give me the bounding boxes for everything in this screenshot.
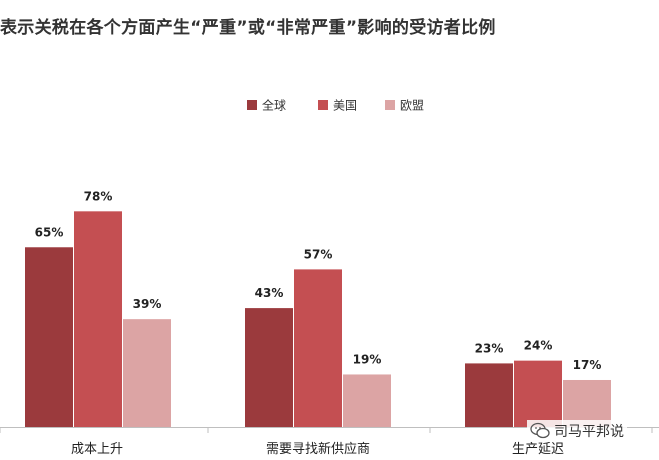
value-label: 24% [524,339,553,353]
bar-3-2 [343,374,391,427]
value-label: 23% [475,341,504,355]
value-label: 57% [304,247,333,261]
watermark-text: 司马平邦说 [554,424,624,440]
legend-swatch [318,100,328,110]
value-label: 19% [353,352,382,366]
value-label: 65% [35,225,64,239]
watermark: 司马平邦说 [527,420,627,442]
x-axis-ticks [0,427,653,433]
bar-3-1 [123,319,171,427]
legend-swatch [385,100,395,110]
legend-label: 美国 [333,99,357,113]
bars [25,211,611,427]
category-label: 成本上升 [71,442,123,457]
bar-1-1 [25,247,73,427]
category-label: 需要寻找新供应商 [266,441,370,457]
legend: 全球 美国 欧盟 [247,98,424,113]
category-labels: 成本上升 需要寻找新供应商 生产延迟 [71,441,564,457]
value-label: 78% [84,189,113,203]
bar-1-3 [465,363,513,427]
bar-2-1 [74,211,122,427]
wechat-icon [530,422,550,439]
category-label: 生产延迟 [512,442,564,457]
value-label: 17% [573,358,602,372]
bar-2-3 [514,360,562,427]
legend-label: 全球 [262,98,286,113]
value-label: 39% [133,297,162,311]
bar-2-2 [294,269,342,427]
value-label: 43% [255,286,284,300]
bar-3-3 [563,379,611,427]
legend-swatch [247,100,257,110]
chart-title: 表示关税在各个方面产生“严重”或“非常严重”影响的受访者比例 [0,18,496,38]
bar-1-2 [245,308,293,427]
legend-label: 欧盟 [400,99,424,113]
value-labels: 65% 43% 23% 78% 57% 24% 39% 19% 17% [35,189,602,372]
